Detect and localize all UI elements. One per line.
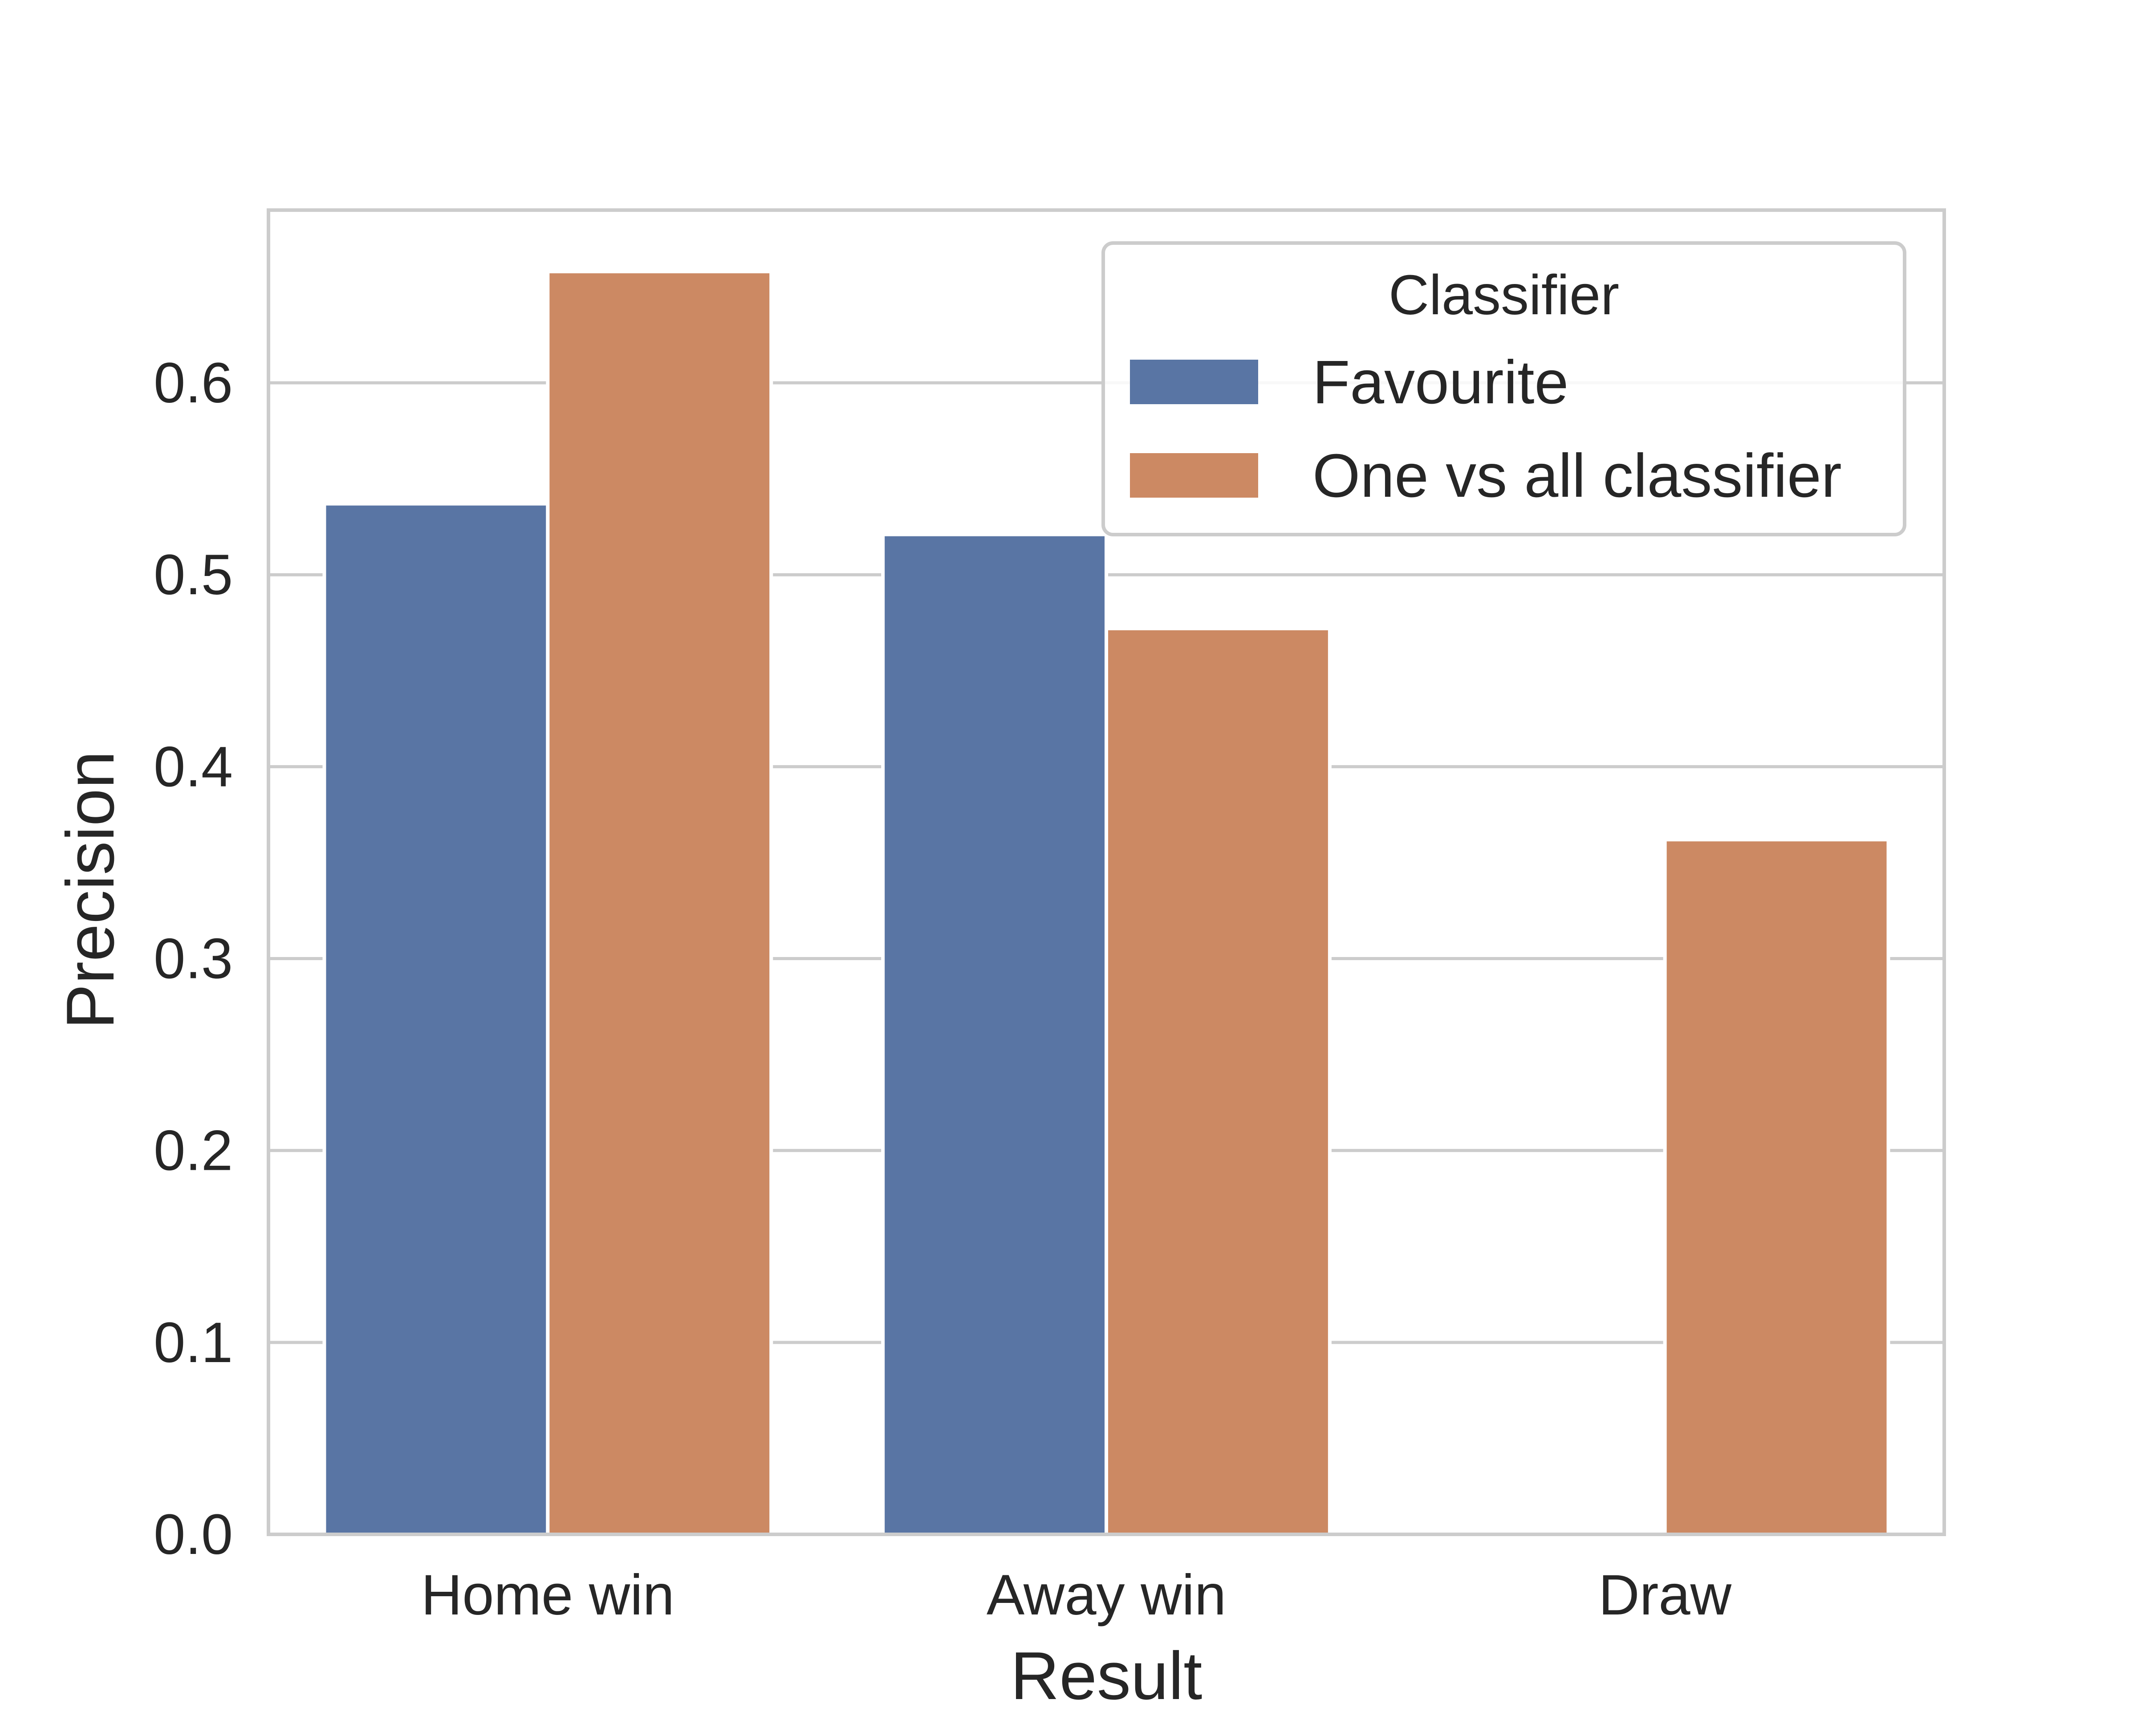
x-axis-label: Result xyxy=(1011,1638,1203,1714)
y-tick-label: 0.3 xyxy=(154,927,233,991)
x-tick-labels: Home win Away win Draw xyxy=(421,1563,1732,1627)
x-tick-label: Home win xyxy=(421,1563,674,1627)
bar-one-vs-all-classifier-draw xyxy=(1663,838,1890,1536)
bar-one-vs-all-classifier-away-win xyxy=(1105,626,1332,1536)
legend-items: Favourite One vs all classifier xyxy=(1130,348,1842,510)
y-tick-label: 0.4 xyxy=(154,735,233,799)
bars xyxy=(322,269,1890,1537)
legend-box xyxy=(1101,241,1906,536)
y-tick-labels: 0.0 0.1 0.2 0.3 0.4 0.5 0.6 xyxy=(154,351,233,1566)
legend: Classifier Favourite One vs all classifie… xyxy=(1101,241,1906,536)
y-tick-label: 0.5 xyxy=(154,543,233,607)
y-tick-label: 0.6 xyxy=(154,351,233,415)
legend-title: Classifier xyxy=(1389,264,1619,326)
y-tick-label: 0.1 xyxy=(154,1311,233,1375)
legend-label: One vs all classifier xyxy=(1312,442,1842,510)
x-tick-label: Away win xyxy=(987,1563,1226,1627)
bar-favourite-away-win xyxy=(881,532,1108,1536)
legend-swatch xyxy=(1130,453,1258,498)
y-tick-label: 0.0 xyxy=(154,1503,233,1566)
legend-swatch xyxy=(1130,360,1258,404)
plot-frame xyxy=(267,208,1946,1536)
y-axis-label: Precision xyxy=(53,751,128,1029)
y-tick-label: 0.2 xyxy=(154,1119,233,1183)
bar-one-vs-all-classifier-home-win xyxy=(546,269,773,1537)
x-tick-label: Draw xyxy=(1598,1563,1731,1627)
legend-label: Favourite xyxy=(1312,348,1568,417)
bar-favourite-home-win xyxy=(322,502,550,1537)
